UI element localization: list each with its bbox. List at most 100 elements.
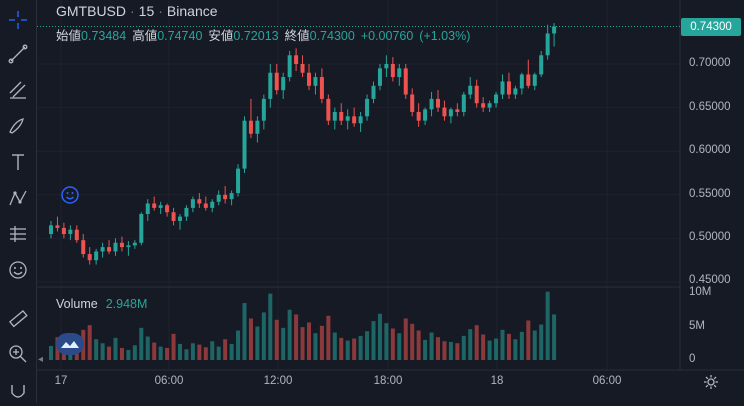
candle-body — [248, 120, 253, 134]
volume-bar — [552, 314, 557, 360]
candle-body — [506, 81, 511, 95]
candle-body — [390, 64, 395, 78]
candle-body — [61, 227, 66, 235]
candle-body — [261, 98, 266, 121]
candle-body — [319, 77, 324, 99]
open-value: 0.73484 — [81, 29, 127, 43]
price-tick: 0.65000 — [689, 101, 731, 113]
volume-bar — [274, 319, 279, 360]
volume-bar — [390, 328, 395, 360]
volume-bar — [539, 324, 544, 360]
candle-body — [474, 85, 479, 104]
change-percent: (+1.03%) — [419, 29, 471, 43]
candle-body — [307, 72, 311, 86]
settings-gear-icon[interactable] — [703, 374, 719, 390]
candle-body — [487, 103, 492, 108]
candle-body — [500, 81, 505, 95]
candle-body — [442, 107, 447, 117]
candlestick-chart[interactable] — [37, 0, 744, 403]
symbol-name: GMTBUSD — [56, 3, 126, 19]
crosshair-icon[interactable] — [4, 6, 32, 34]
candle-body — [410, 94, 415, 112]
ruler-icon[interactable] — [4, 305, 32, 333]
candle-body — [158, 205, 163, 208]
brush-icon[interactable] — [4, 112, 32, 140]
candle-body — [461, 94, 466, 112]
volume-bar — [377, 313, 382, 360]
volume-bar — [506, 333, 511, 360]
candle-body — [513, 88, 518, 95]
volume-legend[interactable]: Volume 2.948M — [56, 297, 147, 311]
zoom-in-icon[interactable] — [4, 340, 32, 368]
volume-bar — [429, 332, 434, 360]
volume-bar — [455, 343, 460, 360]
tradingview-logo-icon[interactable] — [56, 333, 84, 355]
volume-bar — [255, 326, 260, 360]
volume-bar — [216, 346, 221, 360]
collapse-arrow-icon[interactable]: ◂ — [38, 354, 44, 365]
candle-body — [539, 55, 544, 75]
volume-bar — [165, 347, 170, 360]
close-value: 0.74300 — [309, 29, 355, 43]
candle-body — [526, 74, 531, 86]
volume-bar — [49, 345, 53, 360]
drawing-toolbar — [0, 0, 37, 403]
volume-bar — [442, 341, 447, 360]
candle-body — [165, 205, 170, 213]
candle-body — [358, 116, 363, 124]
emoji-icon[interactable] — [4, 256, 32, 284]
volume-bar — [481, 334, 486, 360]
volume-bar — [145, 336, 150, 360]
candle-body — [352, 116, 357, 124]
volume-bar — [158, 346, 163, 360]
volume-bar — [358, 335, 363, 360]
volume-bar — [294, 314, 299, 360]
candle-body — [300, 64, 305, 73]
candle-body — [229, 193, 234, 200]
volume-tick: 5M — [689, 320, 705, 332]
low-value: 0.72013 — [233, 29, 279, 43]
candle-body — [532, 74, 537, 86]
candle-body — [203, 203, 208, 208]
volume-bar — [500, 329, 505, 360]
volume-bar — [416, 330, 421, 360]
volume-bar — [178, 343, 182, 360]
candle-body — [190, 199, 195, 208]
volume-bar — [384, 323, 389, 360]
volume-bar — [474, 325, 479, 360]
candle-body — [274, 72, 279, 91]
candle-body — [178, 216, 182, 221]
candle-body — [113, 242, 118, 252]
candle-body — [455, 109, 460, 112]
candle-body — [436, 98, 440, 108]
text-icon[interactable] — [4, 148, 32, 176]
volume-bar — [339, 337, 344, 360]
volume-bar — [494, 338, 499, 360]
pattern-icon[interactable] — [4, 184, 32, 212]
volume-bar — [229, 343, 234, 360]
open-label: 始値 — [56, 29, 82, 43]
candle-body — [287, 55, 292, 78]
volume-bar — [203, 347, 208, 360]
volume-bar — [119, 347, 124, 360]
volume-bar — [326, 315, 331, 360]
volume-bar — [223, 339, 228, 360]
exchange-label: Binance — [166, 3, 218, 19]
trendline-icon[interactable] — [4, 40, 32, 68]
candle-body — [313, 77, 318, 86]
magnet-icon[interactable] — [4, 378, 32, 406]
chart-area[interactable] — [37, 0, 744, 403]
measure-icon[interactable] — [4, 220, 32, 248]
pitchfork-icon[interactable] — [4, 76, 32, 104]
candle-body — [384, 64, 389, 69]
candle-body — [519, 74, 524, 89]
candle-body — [152, 203, 157, 208]
volume-bar — [171, 333, 176, 360]
volume-bar — [113, 337, 118, 360]
volume-bar — [352, 338, 357, 360]
smiley-icon[interactable] — [60, 185, 80, 205]
volume-bar — [190, 343, 195, 360]
candle-body — [242, 120, 247, 169]
candle-body — [345, 116, 350, 121]
symbol-legend[interactable]: GMTBUSD · 15 · Binance — [56, 3, 218, 19]
